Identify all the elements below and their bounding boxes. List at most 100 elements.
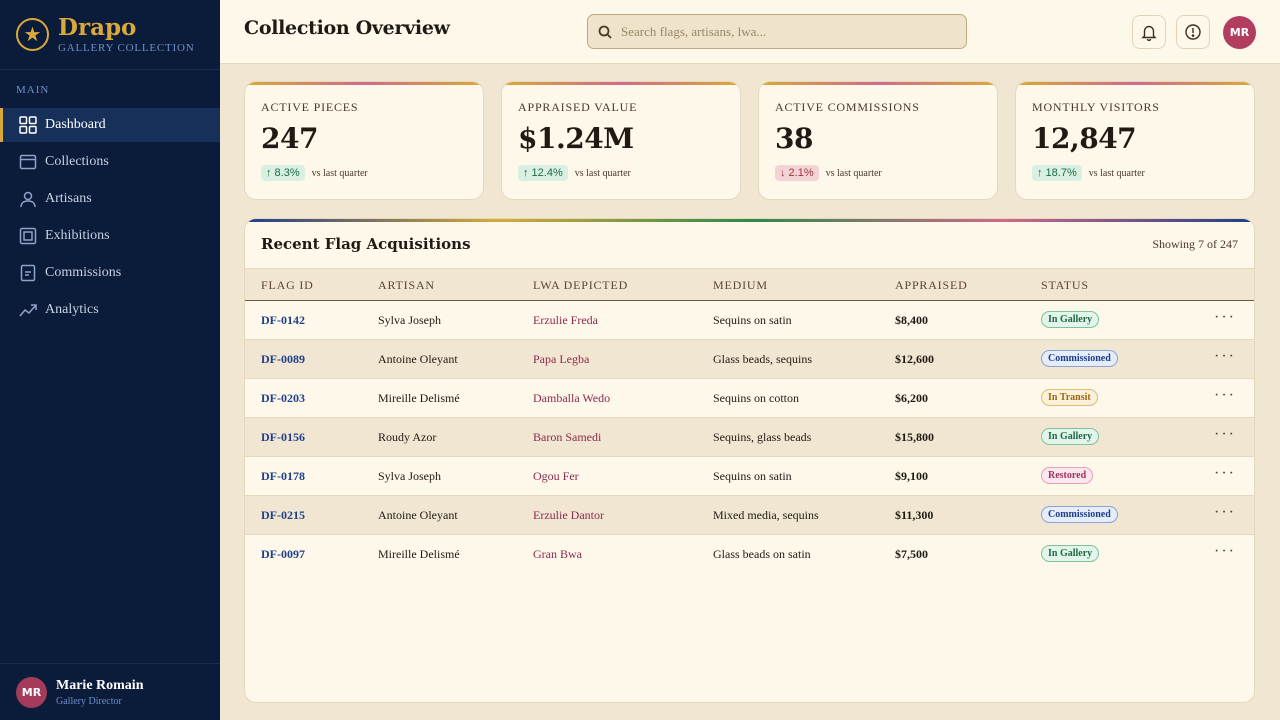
medium-cell: Sequins on satin — [713, 469, 792, 483]
stat-card-active-commissions: ACTIVE COMMISSIONS 38 ↓ 2.1% vs last qua… — [758, 81, 998, 200]
stat-label: MONTHLY VISITORS — [1032, 100, 1160, 114]
stat-card-monthly-visitors: MONTHLY VISITORS 12,847 ↑ 18.7% vs last … — [1015, 81, 1255, 200]
table-row[interactable]: DF-0203 Mireille Delismé Damballa Wedo S… — [245, 379, 1254, 418]
flag-id-link[interactable]: DF-0203 — [261, 391, 305, 405]
appraised-cell: $6,200 — [895, 391, 928, 405]
info-button[interactable] — [1176, 15, 1210, 49]
more-options-icon[interactable]: ··· — [1214, 348, 1236, 365]
column-header-appraised[interactable]: APPRAISED — [895, 278, 968, 292]
brand-name: Drapo — [58, 14, 137, 41]
stat-note: vs last quarter — [574, 167, 631, 179]
bell-icon — [1141, 25, 1157, 41]
sidebar-item-analytics[interactable]: Analytics — [0, 293, 220, 327]
column-header-status[interactable]: STATUS — [1041, 278, 1089, 292]
brand[interactable]: ★ Drapo GALLERY COLLECTION — [0, 0, 220, 70]
status-badge: In Transit — [1041, 389, 1098, 406]
stat-label: APPRAISED VALUE — [518, 100, 638, 114]
status-badge: In Gallery — [1041, 311, 1100, 328]
medium-cell: Sequins on cotton — [713, 391, 799, 405]
more-options-icon[interactable]: ··· — [1214, 426, 1236, 443]
table-row[interactable]: DF-0142 Sylva Joseph Erzulie Freda Sequi… — [245, 301, 1254, 340]
user-profile[interactable]: MR Marie Romain Gallery Director — [0, 663, 220, 720]
frame-icon — [19, 227, 37, 245]
sidebar-item-label: Collections — [45, 154, 109, 169]
appraised-cell: $11,300 — [895, 508, 934, 522]
more-options-icon[interactable]: ··· — [1214, 387, 1236, 404]
sidebar-item-collections[interactable]: Collections — [0, 145, 220, 179]
search-icon — [598, 25, 612, 39]
sidebar-item-commissions[interactable]: Commissions — [0, 256, 220, 290]
more-options-icon[interactable]: ··· — [1214, 309, 1236, 326]
stat-note: vs last quarter — [1088, 167, 1145, 179]
status-badge: Commissioned — [1041, 350, 1118, 367]
stat-card-active-pieces: ACTIVE PIECES 247 ↑ 8.3% vs last quarter — [244, 81, 484, 200]
header-avatar[interactable]: MR — [1223, 16, 1256, 49]
status-badge: In Gallery — [1041, 545, 1100, 562]
sidebar-item-label: Dashboard — [45, 117, 106, 132]
column-header-medium[interactable]: MEDIUM — [713, 278, 768, 292]
artisan-cell: Roudy Azor — [378, 430, 437, 444]
sidebar-item-label: Analytics — [45, 302, 99, 317]
artisan-cell: Sylva Joseph — [378, 469, 441, 483]
sidebar-item-label: Exhibitions — [45, 228, 110, 243]
appraised-cell: $9,100 — [895, 469, 928, 483]
stat-value: 38 — [775, 122, 813, 155]
more-options-icon[interactable]: ··· — [1214, 543, 1236, 560]
flag-id-link[interactable]: DF-0089 — [261, 352, 305, 366]
notifications-button[interactable] — [1132, 15, 1166, 49]
table-row[interactable]: DF-0097 Mireille Delismé Gran Bwa Glass … — [245, 535, 1254, 574]
document-icon — [20, 264, 36, 282]
table-row[interactable]: DF-0089 Antoine Oleyant Papa Legba Glass… — [245, 340, 1254, 379]
stat-value: $1.24M — [518, 122, 634, 155]
grid-icon — [19, 116, 37, 134]
stat-note: vs last quarter — [311, 167, 368, 179]
column-header-artisan[interactable]: ARTISAN — [378, 278, 435, 292]
user-role: Gallery Director — [56, 695, 122, 707]
appraised-cell: $15,800 — [895, 430, 934, 444]
flag-id-link[interactable]: DF-0215 — [261, 508, 305, 522]
flag-id-link[interactable]: DF-0156 — [261, 430, 305, 444]
status-badge: In Gallery — [1041, 428, 1100, 445]
stat-delta: ↑ 18.7% — [1032, 165, 1082, 181]
stat-delta: ↑ 8.3% — [261, 165, 305, 181]
flag-id-link[interactable]: DF-0142 — [261, 313, 305, 327]
table-row[interactable]: DF-0215 Antoine Oleyant Erzulie Dantor M… — [245, 496, 1254, 535]
sidebar-item-artisans[interactable]: Artisans — [0, 182, 220, 216]
status-badge: Restored — [1041, 467, 1094, 484]
status-badge: Commissioned — [1041, 506, 1118, 523]
table-row[interactable]: DF-0178 Sylva Joseph Ogou Fer Sequins on… — [245, 457, 1254, 496]
sidebar-item-label: Artisans — [45, 191, 92, 206]
lwa-cell: Baron Samedi — [533, 430, 602, 444]
artisan-cell: Mireille Delismé — [378, 391, 460, 405]
column-header-flag-id[interactable]: FLAG ID — [261, 278, 314, 292]
star-icon: ★ — [16, 18, 49, 51]
flag-id-link[interactable]: DF-0178 — [261, 469, 305, 483]
search-box[interactable] — [587, 14, 967, 49]
search-input[interactable] — [621, 23, 951, 40]
sidebar-nav: Dashboard Collections Artisans Exhibitio… — [0, 108, 220, 327]
lwa-cell: Ogou Fer — [533, 469, 579, 483]
artisan-cell: Antoine Oleyant — [378, 508, 458, 522]
sidebar-item-label: Commissions — [45, 265, 122, 280]
column-header-lwa[interactable]: LWA DEPICTED — [533, 278, 629, 292]
sidebar-item-exhibitions[interactable]: Exhibitions — [0, 219, 220, 253]
brand-subtitle: GALLERY COLLECTION — [58, 42, 195, 54]
table-row[interactable]: DF-0156 Roudy Azor Baron Samedi Sequins,… — [245, 418, 1254, 457]
sidebar-item-dashboard[interactable]: Dashboard — [0, 108, 220, 142]
appraised-cell: $8,400 — [895, 313, 928, 327]
stat-value: 12,847 — [1032, 122, 1137, 155]
stat-value: 247 — [261, 122, 318, 155]
artisan-cell: Sylva Joseph — [378, 313, 441, 327]
artisan-cell: Antoine Oleyant — [378, 352, 458, 366]
more-options-icon[interactable]: ··· — [1214, 465, 1236, 482]
medium-cell: Mixed media, sequins — [713, 508, 819, 522]
user-name: Marie Romain — [56, 677, 144, 693]
top-bar: Collection Overview MR — [220, 0, 1280, 64]
acquisitions-panel: Recent Flag Acquisitions Showing 7 of 24… — [244, 218, 1255, 703]
more-options-icon[interactable]: ··· — [1214, 504, 1236, 521]
user-icon — [20, 191, 36, 208]
medium-cell: Sequins, glass beads — [713, 430, 812, 444]
trend-icon — [19, 304, 37, 317]
stat-label: ACTIVE COMMISSIONS — [775, 100, 920, 114]
flag-id-link[interactable]: DF-0097 — [261, 547, 305, 561]
